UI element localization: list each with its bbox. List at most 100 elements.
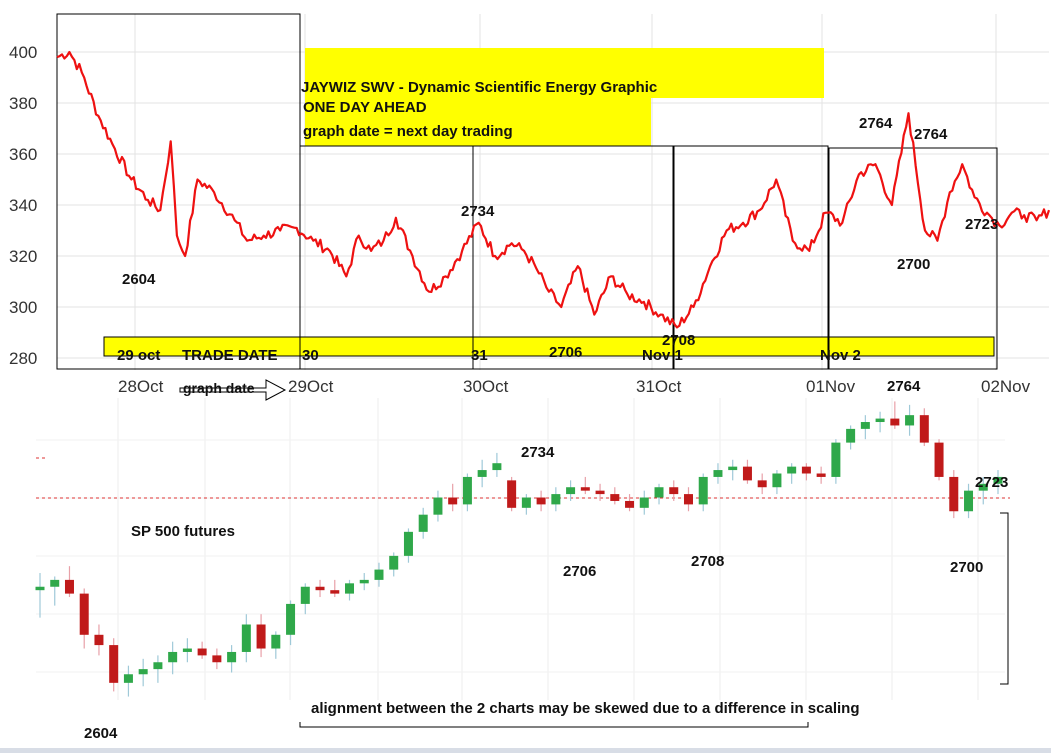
right-bracket xyxy=(1000,512,1009,685)
top-x-axis: 28Oct 29Oct 30Oct 31Oct 01Nov 02Nov xyxy=(118,377,1031,396)
annotation-label: 2604 xyxy=(122,271,156,288)
candle-body xyxy=(389,555,399,570)
highlight-block xyxy=(305,48,824,98)
candle-body xyxy=(227,651,237,663)
candle-body xyxy=(816,473,826,477)
highlight-block xyxy=(305,98,651,146)
candle-body xyxy=(477,470,487,477)
trade-date-label: TRADE DATE xyxy=(182,347,278,364)
annotation-label: 2734 xyxy=(461,203,495,220)
candle-body xyxy=(138,669,148,675)
trade-date-band xyxy=(104,337,994,356)
x-tick-label: 01Nov xyxy=(806,377,856,396)
y-tick-label: 380 xyxy=(9,94,37,113)
note-underline xyxy=(299,722,809,728)
candle-body xyxy=(50,579,60,587)
annotation-label: 2764 xyxy=(914,126,948,143)
annotation-label: 2706 xyxy=(549,344,582,361)
annotation-label: 2734 xyxy=(521,444,555,461)
graph-date-label: graph date xyxy=(183,380,255,396)
candle-body xyxy=(964,490,974,512)
annotation-label: 2764 xyxy=(887,378,921,395)
annotation-label: 2708 xyxy=(662,332,695,349)
candle-body xyxy=(271,634,281,649)
x-tick-label: 29Oct xyxy=(288,377,334,396)
candle-body xyxy=(330,590,340,594)
candle-body xyxy=(610,494,620,501)
candle-body xyxy=(993,476,1003,484)
trade-date-label: 30 xyxy=(302,347,319,364)
annotation-label: 2706 xyxy=(563,563,596,580)
candle-body xyxy=(536,497,546,505)
candle-body xyxy=(492,463,502,471)
candle-body xyxy=(345,583,355,594)
candle-body xyxy=(654,487,664,498)
candle-body xyxy=(64,579,74,594)
candle-body xyxy=(418,514,428,532)
candle-body xyxy=(256,624,266,649)
candles xyxy=(35,401,1003,697)
day-box xyxy=(673,145,829,370)
candle-body xyxy=(94,634,104,646)
top-y-axis: 280 300 320 340 360 380 400 xyxy=(9,43,37,368)
candle-body xyxy=(182,648,192,652)
candle-body xyxy=(448,497,458,505)
bottom-grid xyxy=(36,398,1005,700)
candle-body xyxy=(241,624,251,652)
candle-body xyxy=(462,476,472,505)
candle-body xyxy=(507,480,517,508)
annotation-label: 2764 xyxy=(859,115,893,132)
candle-body xyxy=(757,480,767,488)
y-tick-label: 280 xyxy=(9,349,37,368)
day-box xyxy=(472,145,674,370)
candle-body xyxy=(374,569,384,580)
candle-body xyxy=(772,473,782,488)
energy-series-line xyxy=(56,50,1051,329)
candle-body xyxy=(315,586,325,591)
candle-body xyxy=(359,579,369,584)
y-tick-label: 400 xyxy=(9,43,37,62)
title-line-2: ONE DAY AHEAD xyxy=(303,99,427,116)
candle-body xyxy=(787,466,797,474)
candle-body xyxy=(890,418,900,426)
alignment-note: alignment between the 2 charts may be sk… xyxy=(311,700,860,717)
candle-body xyxy=(403,531,413,556)
candle-body xyxy=(197,648,207,656)
candle-body xyxy=(212,655,222,663)
annotation-label: 2700 xyxy=(897,256,930,273)
annotation-label: 2604 xyxy=(84,725,118,742)
y-tick-label: 320 xyxy=(9,247,37,266)
trade-date-label: Nov 1 xyxy=(642,347,683,364)
y-tick-label: 300 xyxy=(9,298,37,317)
candle-body xyxy=(919,415,929,443)
y-tick-label: 360 xyxy=(9,145,37,164)
candle-body xyxy=(286,603,296,635)
candle-body xyxy=(728,466,738,471)
candle-body xyxy=(79,593,89,635)
candle-body xyxy=(934,442,944,477)
candle-body xyxy=(300,586,310,604)
bottom-chart: SP 500 futures 2604 2734 2706 2708 2764 … xyxy=(35,378,1010,742)
candle-body xyxy=(153,662,163,670)
annotation-label: 2723 xyxy=(975,474,1008,491)
bottom-chart-title: SP 500 futures xyxy=(131,523,235,540)
x-tick-label: 31Oct xyxy=(636,377,682,396)
annotation-label: 2708 xyxy=(691,553,724,570)
candle-body xyxy=(123,674,133,683)
x-tick-label: 02Nov xyxy=(981,377,1031,396)
candle-body xyxy=(669,487,679,495)
bottom-edge xyxy=(0,748,1051,753)
candle-body xyxy=(109,645,119,683)
candle-body xyxy=(551,494,561,505)
candle-body xyxy=(521,497,531,508)
title-line-3: graph date = next day trading xyxy=(303,123,513,140)
candle-body xyxy=(580,487,590,491)
candle-body xyxy=(831,442,841,477)
candle-body xyxy=(168,651,178,663)
candle-body xyxy=(860,422,870,429)
annotation-label: 2700 xyxy=(950,559,983,576)
trade-date-label: 31 xyxy=(471,347,488,364)
candle-body xyxy=(978,483,988,491)
candle-body xyxy=(713,470,723,477)
